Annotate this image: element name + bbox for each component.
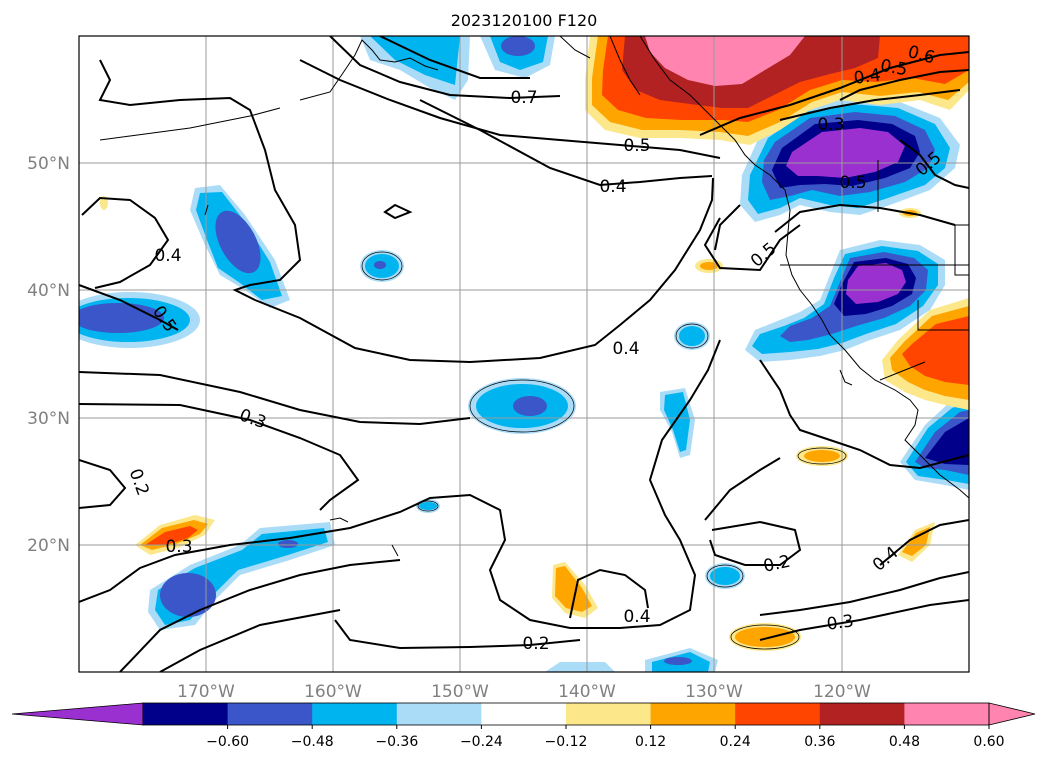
blob-top-center-core xyxy=(501,36,535,56)
colorbar-segment xyxy=(735,703,821,725)
contour-label: 0.4 xyxy=(853,65,883,89)
colorbar-tick-label: −0.36 xyxy=(375,734,418,750)
contour-label: 0.5 xyxy=(839,173,866,193)
map-frame xyxy=(78,35,970,673)
contour-label: 0.3 xyxy=(165,537,192,557)
lon-label: 130°W xyxy=(685,682,743,702)
longitude-labels: 170°W 160°W 150°W 140°W 130°W 120°W xyxy=(177,682,871,702)
lon-label: 140°W xyxy=(558,682,616,702)
colorbar-segment xyxy=(481,703,567,725)
contour-label: 0.2 xyxy=(522,634,549,654)
map-title: 2023120100 F120 xyxy=(451,11,598,30)
colorbar-tick-label: 0.60 xyxy=(973,734,1004,750)
contour-label: 0.4 xyxy=(154,246,181,266)
contour-lines xyxy=(79,36,969,672)
colorbar-segment xyxy=(143,703,229,725)
blob-far-west-core xyxy=(79,303,164,333)
colorbar-under-extension xyxy=(11,702,144,726)
lon-label: 150°W xyxy=(431,682,489,702)
lat-label: 50°N xyxy=(27,154,70,174)
lat-label: 20°N xyxy=(27,536,70,556)
colorbar-segment xyxy=(312,703,398,725)
colorbar-tick-label: −0.12 xyxy=(545,734,588,750)
colorbar-tick-label: 0.24 xyxy=(720,734,751,750)
contour-label: 0.4 xyxy=(612,339,639,359)
lat-label: 40°N xyxy=(27,281,70,301)
colorbar-tick-label: −0.60 xyxy=(206,734,249,750)
contour-label: 0.4 xyxy=(599,177,626,197)
lon-label: 170°W xyxy=(177,682,235,702)
colorbar-segment xyxy=(904,703,990,725)
blob-west-mid-core xyxy=(215,210,261,274)
contour-label: 0.5 xyxy=(879,56,909,80)
lon-label: 120°W xyxy=(813,682,871,702)
fill-outlines xyxy=(361,251,847,650)
negative-anomaly-fills xyxy=(79,36,969,672)
colorbar-segment xyxy=(396,703,482,725)
lat-label: 30°N xyxy=(27,409,70,429)
contour-label: 0.3 xyxy=(817,115,844,135)
colorbar-tick-label: 0.12 xyxy=(635,734,666,750)
colorbar-segment xyxy=(566,703,652,725)
contour-label: 0.5 xyxy=(623,136,650,156)
colorbar-segment xyxy=(227,703,313,725)
colorbar-tick-label: −0.48 xyxy=(291,734,334,750)
contour-label: 0.3 xyxy=(826,611,856,635)
colorbar-tick-label: 0.48 xyxy=(889,734,920,750)
coastlines xyxy=(99,36,969,557)
colorbar-segment xyxy=(819,703,905,725)
colorbar-over-extension xyxy=(988,702,1036,726)
colorbar: −0.60 −0.48 −0.36 −0.24 −0.12 0.12 0.24 0.36 0.4… xyxy=(11,702,1036,750)
latitude-labels: 50°N 40°N 30°N 20°N xyxy=(27,154,70,556)
lon-label: 160°W xyxy=(304,682,362,702)
colorbar-tick-label: 0.36 xyxy=(804,734,835,750)
contour-label: 0.7 xyxy=(510,88,537,108)
contour-label: 0.4 xyxy=(623,607,650,627)
colorbar-tick-label: −0.24 xyxy=(460,734,503,750)
colorbar-segment xyxy=(650,703,736,725)
plot-area: 0.7 0.5 0.4 0.3 0.2 0.5 0.4 0.5 0.6 0.5 … xyxy=(79,36,969,672)
